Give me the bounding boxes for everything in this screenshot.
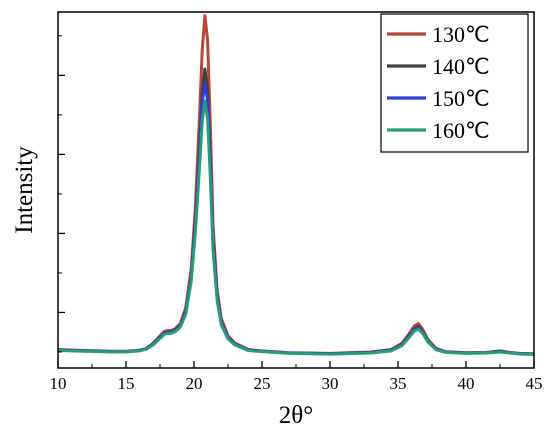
legend: 130℃ 140℃ 150℃ 160℃ (380, 13, 529, 153)
x-tick-label: 15 (118, 374, 135, 393)
y-axis-ticks (58, 35, 65, 353)
x-axis-ticks: 10 15 20 25 30 35 40 45 (50, 361, 543, 393)
y-axis-title: Intensity (11, 146, 38, 234)
x-axis-title: 2θ° (279, 402, 313, 429)
x-tick-label: 10 (50, 374, 67, 393)
legend-label: 140℃ (432, 54, 490, 79)
x-tick-label: 35 (390, 374, 407, 393)
legend-label: 130℃ (432, 22, 490, 47)
x-tick-label: 30 (322, 374, 339, 393)
legend-label: 160℃ (432, 118, 490, 143)
legend-label: 150℃ (432, 86, 490, 111)
x-tick-label: 45 (526, 374, 543, 393)
plot-lines (57, 14, 535, 356)
x-tick-label: 20 (186, 374, 203, 393)
x-tick-label: 40 (458, 374, 475, 393)
series-line-3 (57, 99, 535, 356)
x-tick-label: 25 (254, 374, 271, 393)
